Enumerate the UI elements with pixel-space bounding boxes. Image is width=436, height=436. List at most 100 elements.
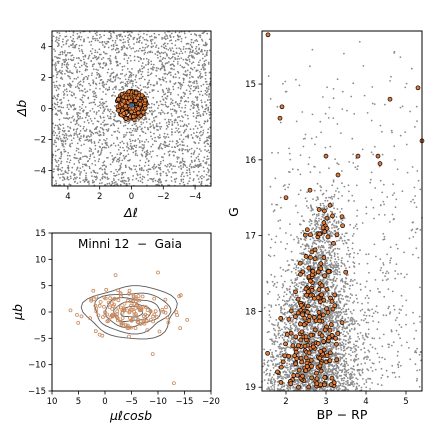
sky-field-star xyxy=(166,164,169,166)
sky-y-axis-label: Δb xyxy=(14,100,29,118)
cmd-field-star xyxy=(353,113,356,115)
sky-field-star xyxy=(93,175,96,178)
cmd-field-star xyxy=(382,200,385,203)
sky-field-star xyxy=(130,72,133,74)
sky-field-star xyxy=(178,47,181,49)
cmd-field-star xyxy=(284,373,286,376)
sky-field-star xyxy=(112,71,115,74)
sky-field-star xyxy=(133,36,136,39)
sky-field-star xyxy=(189,81,192,83)
sky-field-star xyxy=(129,46,131,48)
sky-field-star xyxy=(114,55,117,58)
sky-field-star xyxy=(203,156,206,159)
sky-field-star xyxy=(91,65,94,68)
sky-field-star xyxy=(84,106,87,108)
cmd-field-star xyxy=(352,233,355,235)
sky-field-star xyxy=(116,170,119,173)
sky-field-star xyxy=(181,171,184,174)
sky-field-star xyxy=(135,74,138,77)
sky-field-star xyxy=(146,46,149,48)
sky-field-star xyxy=(106,80,109,83)
sky-field-star xyxy=(56,98,59,100)
sky-field-star xyxy=(90,40,93,43)
sky-field-star xyxy=(92,82,95,85)
sky-field-star xyxy=(88,158,91,160)
sky-field-star xyxy=(202,114,205,116)
sky-field-star xyxy=(151,113,153,116)
cmd-field-star xyxy=(354,225,357,228)
cmd-field-star xyxy=(263,371,266,374)
cmd-field-star xyxy=(394,376,397,378)
cmd-field-star xyxy=(369,178,372,181)
sky-field-star xyxy=(169,49,172,52)
sky-field-star xyxy=(145,38,148,41)
cmd-field-star xyxy=(290,234,292,237)
sky-field-star xyxy=(208,82,211,85)
sky-field-star xyxy=(159,55,162,58)
sky-field-star xyxy=(68,75,71,78)
sky-field-star xyxy=(106,183,109,185)
pm-x-tick-label: −5 xyxy=(125,397,138,407)
sky-field-star xyxy=(66,178,69,180)
sky-field-star xyxy=(188,85,191,88)
sky-field-star xyxy=(132,151,135,154)
sky-field-star xyxy=(80,49,83,51)
sky-field-star xyxy=(175,112,178,114)
sky-field-star xyxy=(136,154,139,157)
cmd-field-star xyxy=(268,310,271,312)
sky-field-star xyxy=(180,50,182,53)
cmd-field-star xyxy=(387,346,390,349)
pm-member xyxy=(104,287,109,292)
cmd-field-star xyxy=(341,317,344,320)
sky-field-star xyxy=(184,58,187,61)
sky-field-star xyxy=(87,111,89,114)
sky-field-star xyxy=(187,84,190,87)
sky-field-star xyxy=(156,180,159,183)
cmd-field-star xyxy=(362,337,364,339)
cmd-field-star xyxy=(364,297,367,299)
sky-field-star xyxy=(111,158,114,161)
cmd-field-star xyxy=(365,333,367,336)
sky-field-star xyxy=(144,126,146,129)
sky-field-star xyxy=(103,124,106,126)
sky-field-star xyxy=(191,100,193,103)
sky-field-star xyxy=(194,164,197,167)
sky-field-star xyxy=(91,175,93,177)
sky-field-star xyxy=(79,112,81,115)
cmd-field-star xyxy=(297,267,300,269)
sky-field-star xyxy=(125,145,128,148)
sky-field-star xyxy=(139,70,142,73)
sky-field-star xyxy=(150,109,153,112)
sky-field-star xyxy=(190,155,193,158)
sky-field-star xyxy=(192,41,195,44)
cmd-field-star xyxy=(310,137,313,140)
sky-field-star xyxy=(98,110,100,112)
sky-field-star xyxy=(194,52,196,54)
cmd-field-star xyxy=(390,75,392,78)
cmd-field-star xyxy=(349,318,352,320)
sky-field-star xyxy=(126,59,129,62)
sky-field-star xyxy=(160,125,163,128)
cmd-field-star xyxy=(358,372,361,374)
cmd-field-star xyxy=(331,184,334,187)
sky-field-star xyxy=(141,117,143,120)
sky-field-star xyxy=(144,47,147,49)
sky-field-star xyxy=(102,128,105,131)
sky-field-star xyxy=(140,146,142,148)
sky-field-star xyxy=(199,77,202,79)
cmd-field-star xyxy=(266,361,269,364)
sky-field-star xyxy=(119,146,122,149)
cmd-field-star xyxy=(378,356,381,359)
sky-field-star xyxy=(59,57,61,60)
sky-field-star xyxy=(85,128,88,131)
sky-field-star xyxy=(66,176,69,179)
sky-member-star xyxy=(131,114,136,119)
cmd-field-star xyxy=(364,311,366,314)
cmd-field-star xyxy=(353,252,356,254)
cmd-field-star xyxy=(348,266,351,268)
sky-field-star xyxy=(187,123,190,125)
sky-field-star xyxy=(64,143,67,145)
sky-field-star xyxy=(189,44,192,46)
cmd-field-star xyxy=(383,238,386,241)
cmd-field-star xyxy=(309,65,311,68)
